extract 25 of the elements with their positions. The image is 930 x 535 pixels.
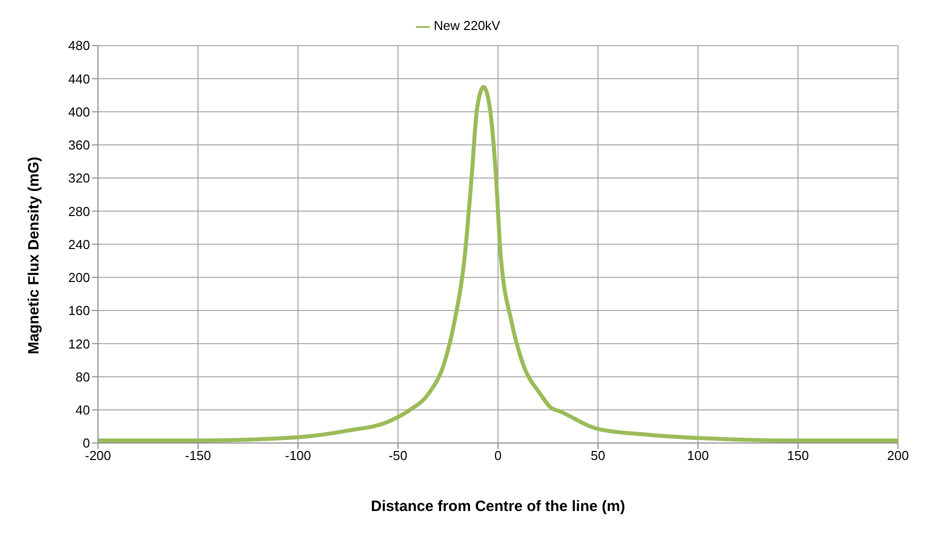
x-tick-label: 0 [494, 448, 502, 464]
y-tick-label: 0 [82, 436, 90, 451]
x-tick-label: 50 [590, 448, 606, 464]
y-tick-label: 160 [68, 303, 90, 318]
x-tick-label: -200 [84, 448, 112, 464]
y-tick-label: 320 [68, 170, 90, 186]
y-tick-label: 40 [76, 402, 90, 418]
legend-label: New 220kV [434, 18, 500, 33]
x-tick-label: -50 [388, 448, 408, 464]
y-tick-label: 360 [68, 138, 90, 153]
x-tick-label: 150 [787, 448, 809, 464]
y-tick-label: 240 [68, 236, 90, 252]
y-tick-label: 480 [68, 38, 90, 54]
y-tick-label: 280 [68, 204, 90, 219]
y-tick-label: 80 [76, 369, 90, 384]
y-tick-label: 440 [68, 71, 90, 86]
x-tick-label: -100 [284, 448, 312, 464]
y-tick-label: 400 [68, 104, 90, 120]
x-axis-title: Distance from Centre of the line (m) [370, 498, 626, 515]
x-tick-label: 100 [687, 448, 709, 464]
y-tick-label: 120 [68, 336, 90, 352]
y-tick-label: 200 [68, 270, 90, 286]
y-axis-title: Magnetic Flux Density (mG) [25, 156, 42, 354]
x-tick-label: -150 [184, 448, 212, 464]
x-tick-label: 200 [887, 448, 909, 464]
